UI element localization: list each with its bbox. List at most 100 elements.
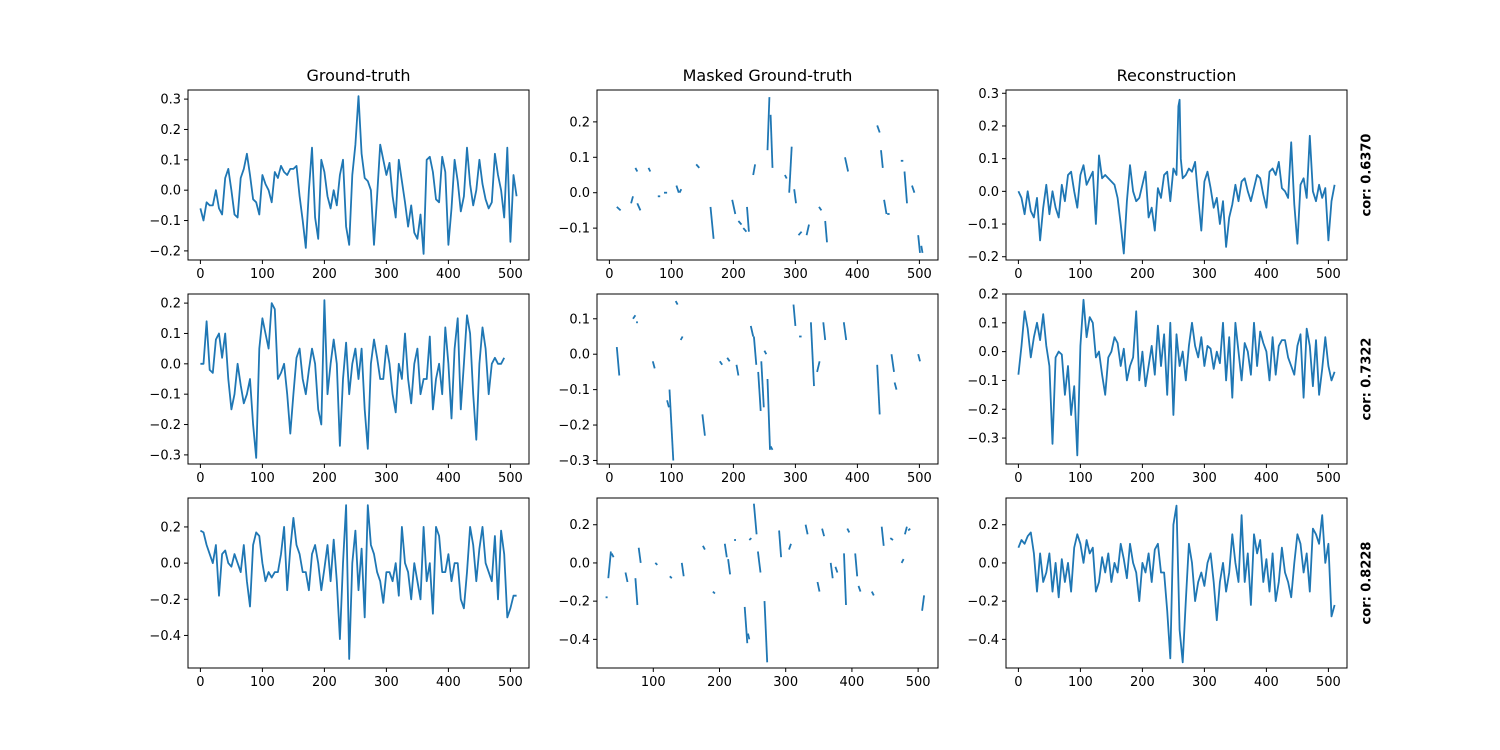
series-segment bbox=[778, 530, 782, 558]
x-tick-label: 300 bbox=[783, 471, 808, 486]
series-line bbox=[1017, 504, 1336, 664]
x-tick-label: 200 bbox=[312, 471, 337, 486]
x-tick-label: 0 bbox=[196, 471, 204, 486]
series-line bbox=[1017, 98, 1336, 255]
y-tick-label: 0.1 bbox=[978, 152, 999, 167]
series-segment bbox=[634, 167, 639, 172]
series-line bbox=[199, 504, 517, 660]
y-tick-label: 0.2 bbox=[160, 123, 181, 138]
series-segment bbox=[678, 188, 683, 194]
series-segment bbox=[748, 537, 752, 541]
y-tick-label: 0.2 bbox=[160, 520, 181, 535]
y-tick-label: −0.2 bbox=[967, 403, 999, 418]
x-tick-label: 100 bbox=[1068, 471, 1093, 486]
x-tick-label: 400 bbox=[840, 675, 865, 690]
x-tick-label: 0 bbox=[1014, 675, 1022, 690]
series-segment bbox=[746, 206, 750, 232]
axes-frame bbox=[1005, 497, 1348, 669]
series-segment bbox=[675, 185, 680, 193]
x-tick-label: 300 bbox=[374, 471, 399, 486]
series-segment bbox=[889, 537, 894, 541]
x-tick-label: 100 bbox=[1068, 675, 1093, 690]
series-segment bbox=[610, 552, 615, 558]
series-segment bbox=[679, 336, 684, 341]
series-segment bbox=[695, 163, 700, 169]
series-segment bbox=[723, 543, 728, 558]
y-tick-label: 0.3 bbox=[160, 93, 181, 108]
series-segment bbox=[890, 354, 895, 373]
subplot-r2-c2: 0 100 200 300 400 500 −0.4 −0.2 0.0 0.2 bbox=[967, 497, 1348, 690]
series-segment bbox=[797, 231, 803, 236]
series-segment bbox=[766, 378, 771, 450]
y-tick-label: 0.0 bbox=[569, 556, 590, 571]
row-label-1: cor: 0.7322 bbox=[1360, 338, 1375, 421]
series-segment bbox=[669, 575, 673, 579]
subplot-r1-c2: 0 100 200 300 400 500 −0.3 −0.2 −0.1 0.0 0.1 0.2 bbox=[967, 288, 1348, 486]
x-tick-label: 0 bbox=[605, 471, 613, 486]
x-tick-label: 300 bbox=[783, 267, 808, 282]
series-segment bbox=[900, 558, 905, 564]
series-segment bbox=[760, 361, 765, 408]
series-segment bbox=[753, 336, 758, 365]
y-tick-label: −0.1 bbox=[149, 388, 181, 403]
y-tick-label: −0.2 bbox=[149, 244, 181, 259]
x-tick-label: 400 bbox=[845, 267, 870, 282]
x-tick-label: 200 bbox=[1130, 675, 1155, 690]
y-tick-label: 0.0 bbox=[978, 185, 999, 200]
column-title-2: Reconstruction bbox=[1117, 66, 1237, 85]
series-segment bbox=[726, 357, 731, 362]
y-tick-label: 0.0 bbox=[569, 348, 590, 363]
x-tick-label: 500 bbox=[907, 267, 932, 282]
subplot-r1-c1: 0 100 200 300 400 500 −0.3 −0.2 −0.1 0.0 0.1 bbox=[558, 293, 939, 486]
y-tick-label: 0.2 bbox=[569, 518, 590, 533]
x-tick-label: 500 bbox=[498, 267, 523, 282]
x-tick-label: 300 bbox=[374, 267, 399, 282]
axes-frame bbox=[187, 89, 530, 261]
x-tick-label: 200 bbox=[312, 675, 337, 690]
series-segment bbox=[834, 566, 839, 573]
y-tick-label: 0.1 bbox=[569, 151, 590, 166]
x-tick-label: 200 bbox=[721, 267, 746, 282]
subplot-r0-c0: 0 100 200 300 400 500 −0.2 −0.1 0.0 0.1 0.2 0.3 bbox=[149, 89, 530, 282]
axes-frame bbox=[1005, 89, 1348, 261]
series-line bbox=[199, 95, 518, 255]
series-segment bbox=[634, 578, 639, 606]
series-segment bbox=[769, 445, 774, 451]
subplot-r2-c0: 0 100 200 300 400 500 −0.4 −0.2 0.0 0.2 bbox=[149, 497, 530, 690]
y-tick-label: −0.2 bbox=[558, 419, 590, 434]
series-segment bbox=[709, 206, 715, 239]
series-segment bbox=[804, 524, 809, 535]
y-tick-label: 0.1 bbox=[978, 316, 999, 331]
series-segment bbox=[805, 224, 810, 236]
series-segment bbox=[753, 503, 758, 535]
x-tick-label: 100 bbox=[250, 267, 275, 282]
series-segment bbox=[637, 547, 642, 564]
series-segment bbox=[680, 562, 685, 577]
series-segment bbox=[607, 551, 612, 579]
y-tick-label: 0.0 bbox=[978, 556, 999, 571]
series-segment bbox=[674, 300, 679, 306]
x-tick-label: 400 bbox=[1254, 675, 1279, 690]
y-tick-label: 0.2 bbox=[978, 288, 999, 303]
x-tick-label: 200 bbox=[1130, 471, 1155, 486]
y-tick-label: −0.1 bbox=[149, 214, 181, 229]
series-segment bbox=[824, 220, 828, 243]
column-title-0: Ground-truth bbox=[306, 66, 410, 85]
series-segment bbox=[793, 189, 797, 204]
series-segment bbox=[821, 528, 825, 537]
series-segment bbox=[876, 125, 881, 133]
series-line bbox=[200, 299, 505, 459]
x-tick-label: 100 bbox=[1068, 267, 1093, 282]
series-segment bbox=[844, 157, 849, 172]
series-segment bbox=[857, 585, 862, 592]
x-tick-label: 200 bbox=[312, 267, 337, 282]
x-tick-label: 0 bbox=[1014, 471, 1022, 486]
series-segment bbox=[747, 633, 751, 640]
x-tick-label: 400 bbox=[1254, 267, 1279, 282]
x-tick-label: 500 bbox=[1316, 675, 1341, 690]
series-segment bbox=[712, 590, 716, 595]
series-segment bbox=[769, 114, 774, 168]
x-tick-label: 300 bbox=[374, 675, 399, 690]
series-segment bbox=[630, 196, 634, 204]
